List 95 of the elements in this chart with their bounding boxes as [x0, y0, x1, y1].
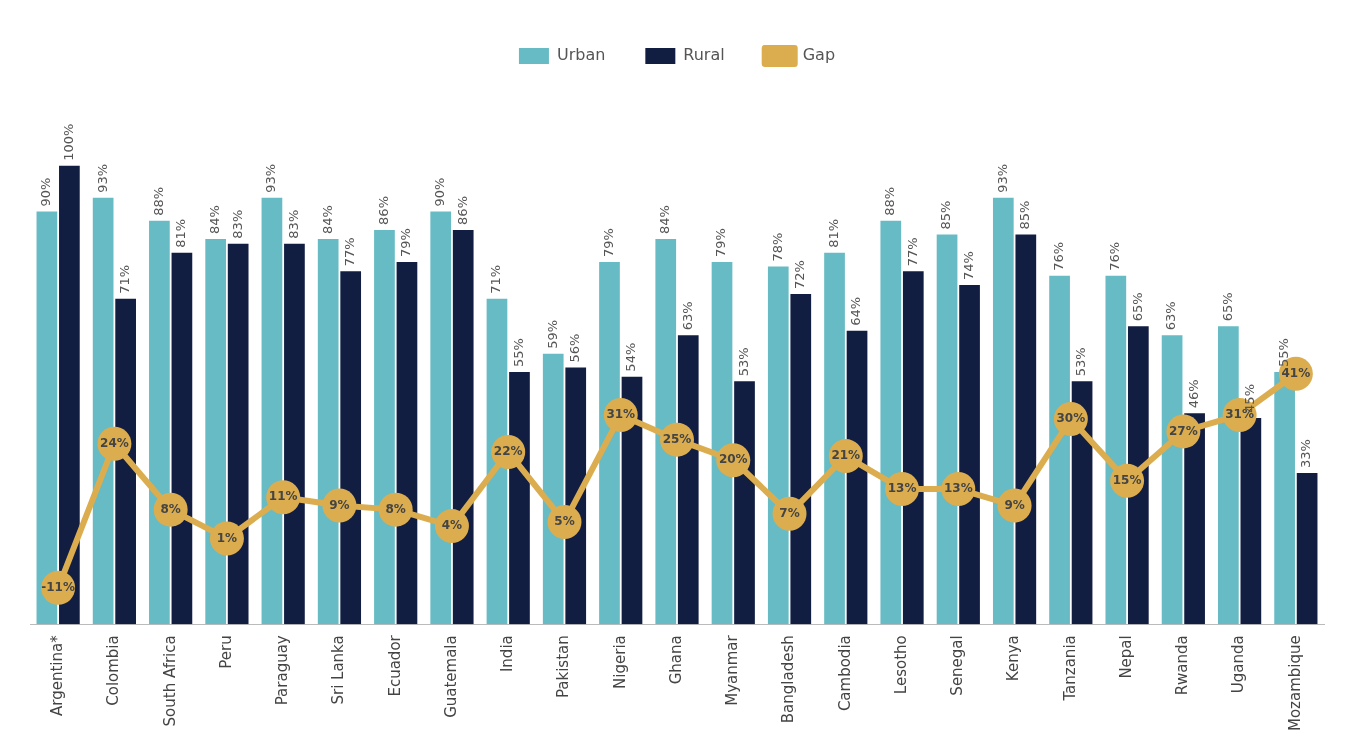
data-label: 63% [1163, 301, 1179, 331]
data-label: 55% [1275, 338, 1291, 368]
x-tick-label: Lesotho [891, 635, 910, 695]
data-label: 27% [1168, 423, 1198, 438]
data-label: 13% [887, 481, 917, 496]
data-label: 9% [329, 497, 350, 512]
legend-label: Gap [802, 45, 836, 65]
x-tick-label: Argentina* [48, 634, 67, 716]
data-label: 74% [960, 251, 976, 280]
data-label: 55% [510, 338, 526, 368]
data-label: 15% [1112, 472, 1142, 487]
data-label: 76% [1050, 241, 1066, 271]
data-label: 84% [207, 205, 223, 235]
data-label: 84% [657, 205, 673, 235]
data-label: 8% [160, 501, 181, 516]
data-label: 83% [285, 209, 301, 239]
x-tick-label: Uganda [1229, 635, 1248, 694]
data-label: 93% [263, 163, 279, 193]
x-tick-label: Ecuador [385, 634, 404, 697]
data-label: 46% [1185, 379, 1201, 409]
data-label: 22% [493, 444, 523, 459]
data-label: 93% [994, 163, 1010, 193]
x-tick-label: Senegal [948, 635, 967, 696]
data-label: 88% [882, 186, 898, 216]
data-label: 11% [268, 489, 298, 504]
legend-label: Rural [683, 45, 725, 65]
x-tick-label: Guatemala [441, 635, 460, 718]
data-label: 77% [904, 237, 920, 267]
data-label: 81% [173, 218, 189, 248]
data-label: 93% [94, 163, 110, 193]
bar [1240, 417, 1262, 625]
x-tick-label: Rwanda [1173, 635, 1192, 696]
data-label: 86% [454, 196, 470, 225]
x-tick-label: Tanzania [1060, 635, 1079, 702]
x-tick-label: Peru [216, 635, 235, 669]
data-label: 53% [735, 347, 751, 377]
data-label: 65% [1129, 292, 1145, 322]
x-tick-label: Paraguay [273, 635, 292, 706]
x-tick-label: Kenya [1004, 635, 1023, 682]
data-label: 64% [848, 296, 864, 326]
data-label: 13% [943, 481, 973, 496]
data-label: 79% [398, 228, 414, 257]
data-label: 65% [1219, 292, 1235, 322]
x-tick-label: Bangladesh [779, 635, 798, 724]
data-label: 79% [713, 228, 729, 257]
data-label: 90% [38, 177, 54, 207]
data-label: 85% [938, 200, 954, 230]
data-label: -11% [41, 579, 75, 594]
data-label: 33% [1298, 439, 1314, 468]
data-label: 20% [718, 452, 748, 467]
data-label: 24% [100, 435, 129, 450]
data-label: 85% [1017, 200, 1033, 230]
data-label: 100% [60, 123, 76, 161]
data-label: 71% [117, 264, 133, 294]
data-label: 31% [606, 407, 636, 422]
data-label: 53% [1073, 347, 1089, 377]
data-label: 7% [779, 505, 800, 520]
data-label: 56% [567, 333, 583, 363]
x-tick-label: South Africa [160, 635, 179, 727]
x-tick-label: Nigeria [610, 635, 629, 689]
x-tick-label: Pakistan [554, 635, 573, 699]
data-label: 76% [1107, 241, 1123, 271]
data-label: 90% [432, 177, 448, 207]
bar [1296, 472, 1318, 625]
data-label: 78% [769, 232, 785, 262]
data-label: 84% [319, 205, 335, 235]
x-tick-label: Mozambique [1285, 635, 1304, 732]
data-label: 8% [385, 501, 406, 516]
data-label: 86% [375, 196, 391, 225]
data-label: 25% [662, 431, 692, 446]
data-label: 5% [554, 514, 575, 529]
data-label: 79% [600, 228, 616, 257]
data-label: 21% [831, 448, 861, 463]
data-label: 30% [1056, 411, 1086, 426]
data-label: 54% [623, 342, 639, 372]
x-tick-label: Nepal [1116, 635, 1135, 679]
data-label: 9% [1004, 497, 1025, 512]
x-tick-label: Sri Lanka [329, 635, 348, 705]
data-label: 83% [229, 209, 245, 239]
x-tick-label: Colombia [104, 635, 123, 706]
data-label: 71% [488, 264, 504, 294]
data-label: 41% [1281, 365, 1311, 380]
data-label: 4% [441, 518, 463, 533]
x-tick-label: India [498, 635, 517, 673]
data-label: 1% [216, 530, 238, 545]
x-tick-label: Ghana [666, 635, 685, 685]
data-label: 77% [342, 237, 358, 267]
x-tick-label: Cambodia [835, 635, 854, 712]
data-label: 88% [150, 186, 166, 216]
data-label: 81% [825, 218, 841, 248]
x-tick-label: Myanmar [723, 634, 742, 706]
data-label: 72% [792, 260, 808, 290]
legend-label: Urban [556, 45, 606, 65]
data-label: 59% [544, 319, 560, 349]
data-label: 63% [679, 301, 695, 331]
